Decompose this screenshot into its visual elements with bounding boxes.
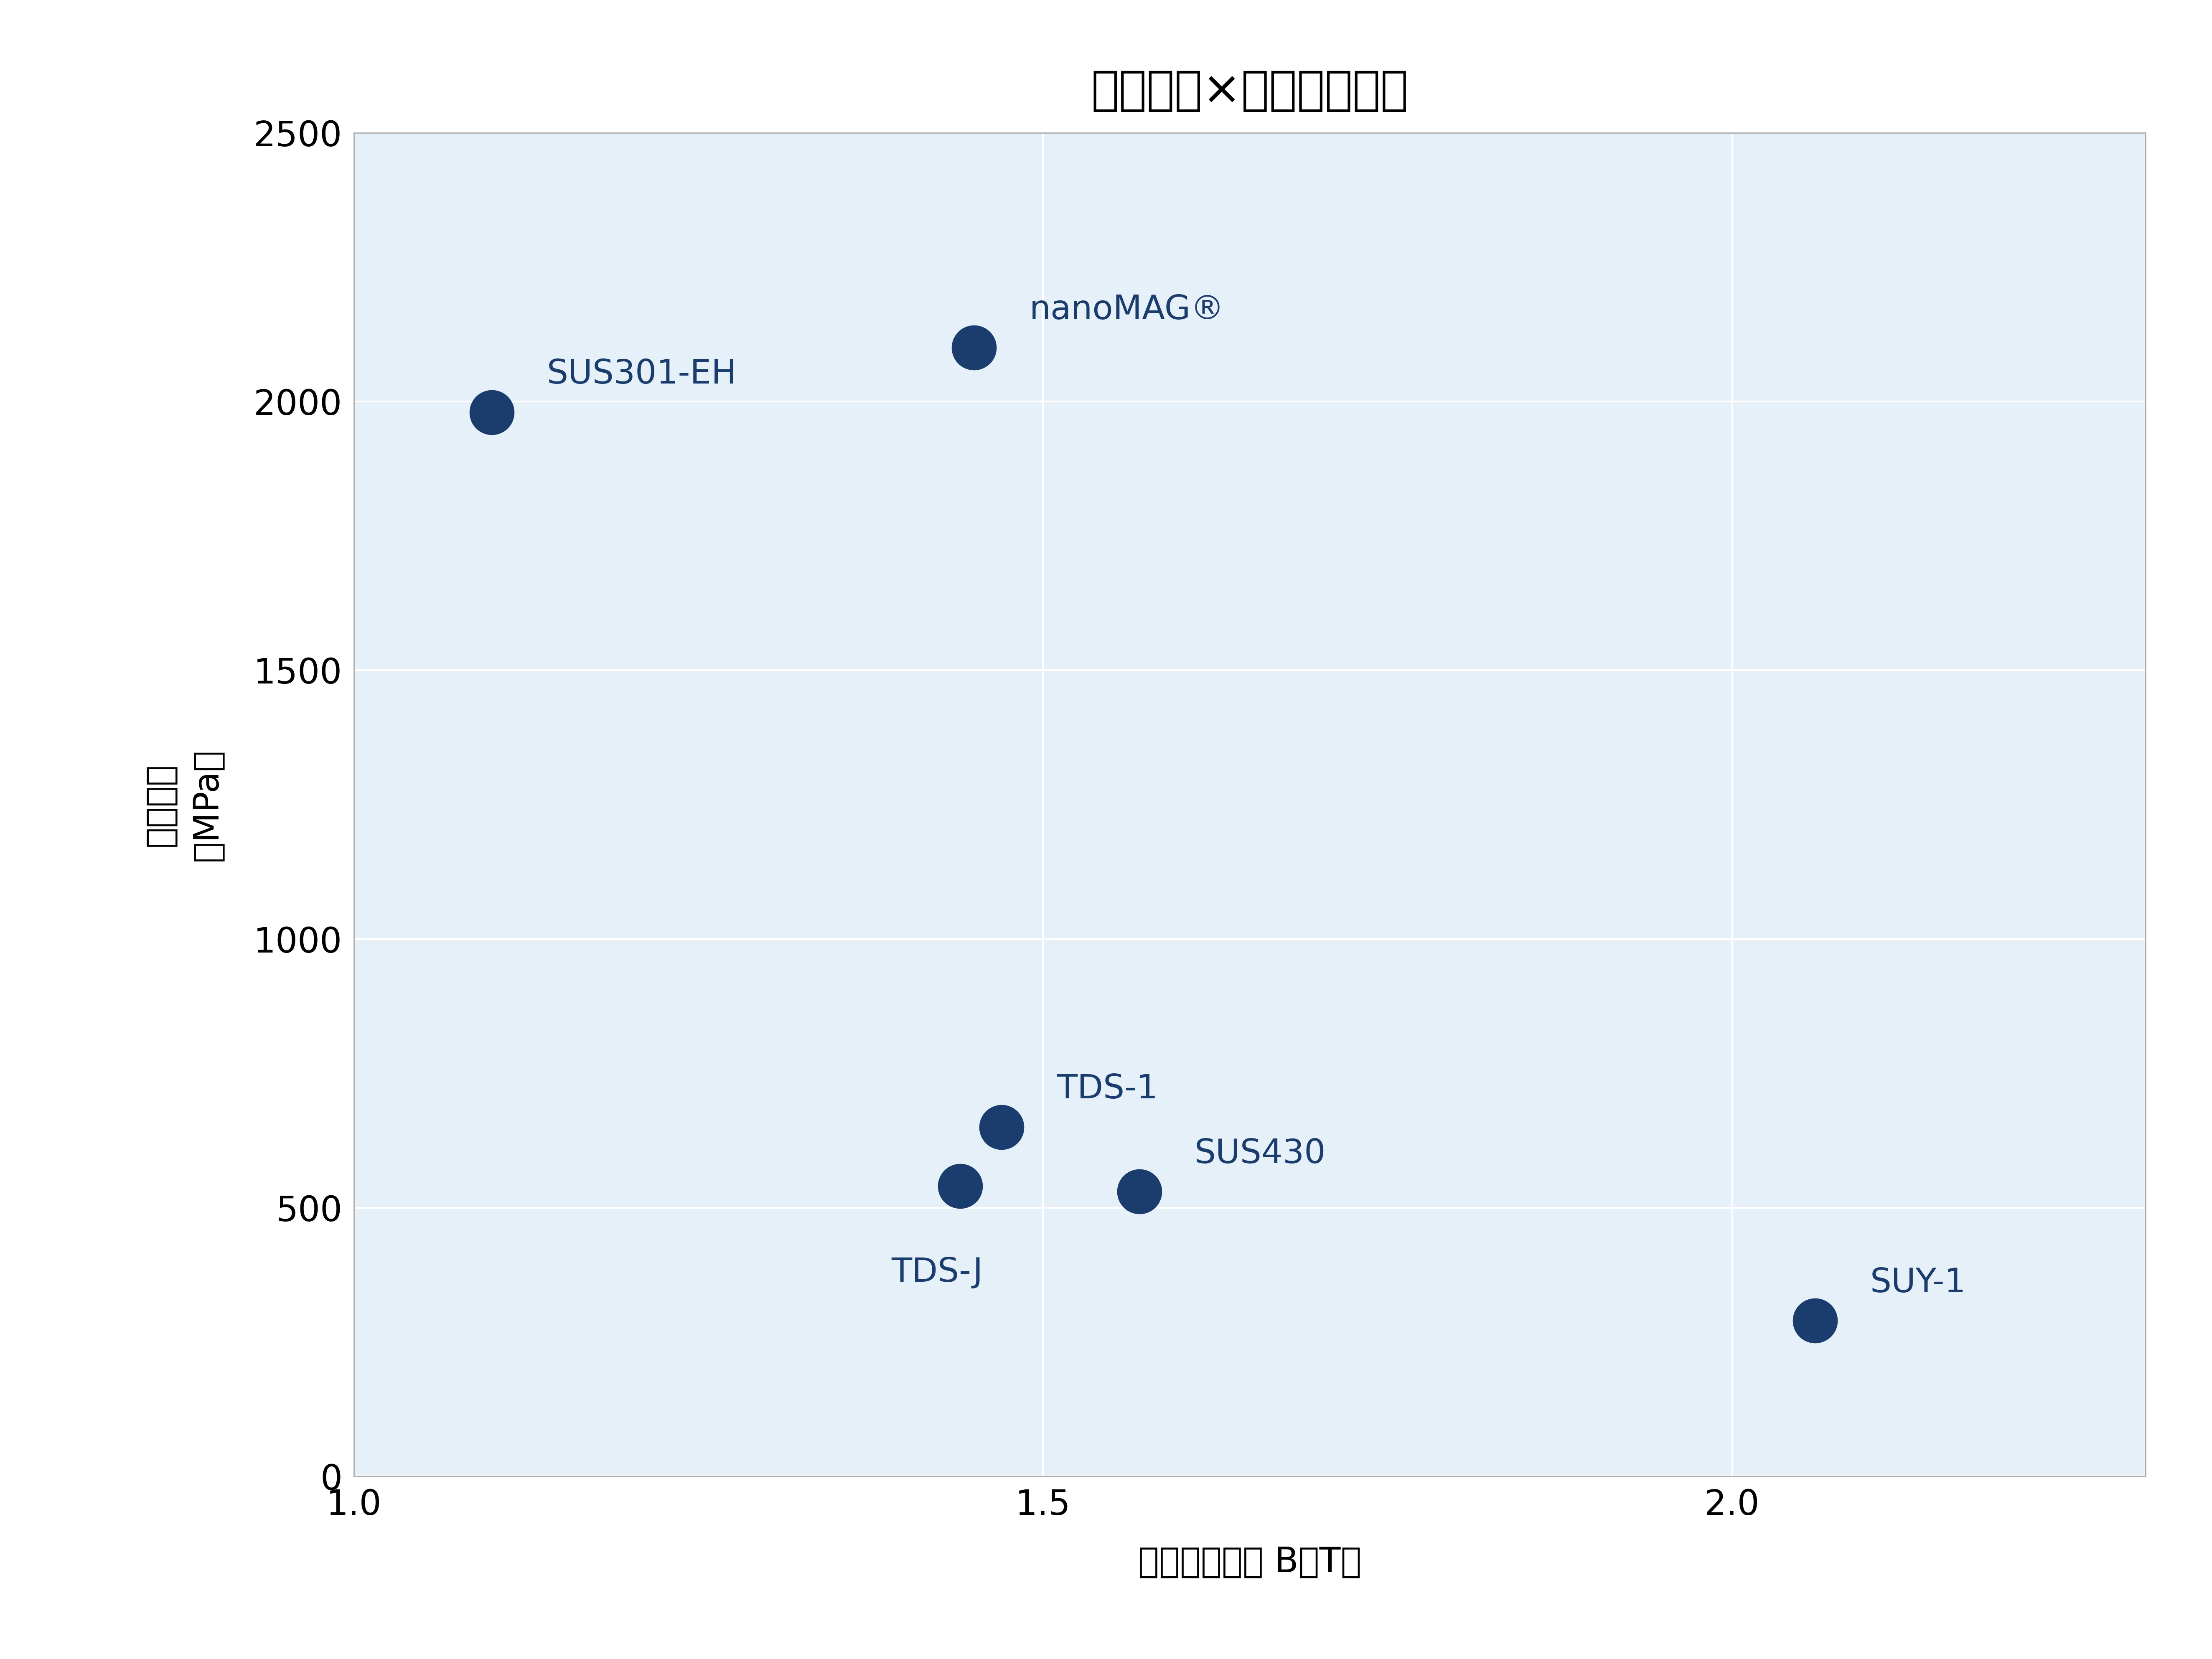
Y-axis label: 引張強さ
［MPa］: 引張強さ ［MPa］ [144, 748, 226, 861]
Text: SUS301-EH: SUS301-EH [546, 358, 737, 392]
Point [1121, 1178, 1157, 1204]
Point [984, 1113, 1020, 1140]
Point [473, 398, 509, 425]
X-axis label: 最大磁束密度 B［T］: 最大磁束密度 B［T］ [1139, 1545, 1360, 1579]
Title: 引張強さ×最大磁束密度: 引張強さ×最大磁束密度 [1091, 68, 1409, 113]
Point [1796, 1307, 1832, 1334]
Text: nanoMAG®: nanoMAG® [1029, 294, 1223, 327]
Point [942, 1173, 978, 1199]
Text: TDS-1: TDS-1 [1057, 1073, 1159, 1105]
Text: SUY-1: SUY-1 [1869, 1266, 1966, 1299]
Point [956, 335, 991, 362]
Text: TDS-J: TDS-J [891, 1256, 982, 1289]
Text: SUS430: SUS430 [1194, 1138, 1325, 1170]
